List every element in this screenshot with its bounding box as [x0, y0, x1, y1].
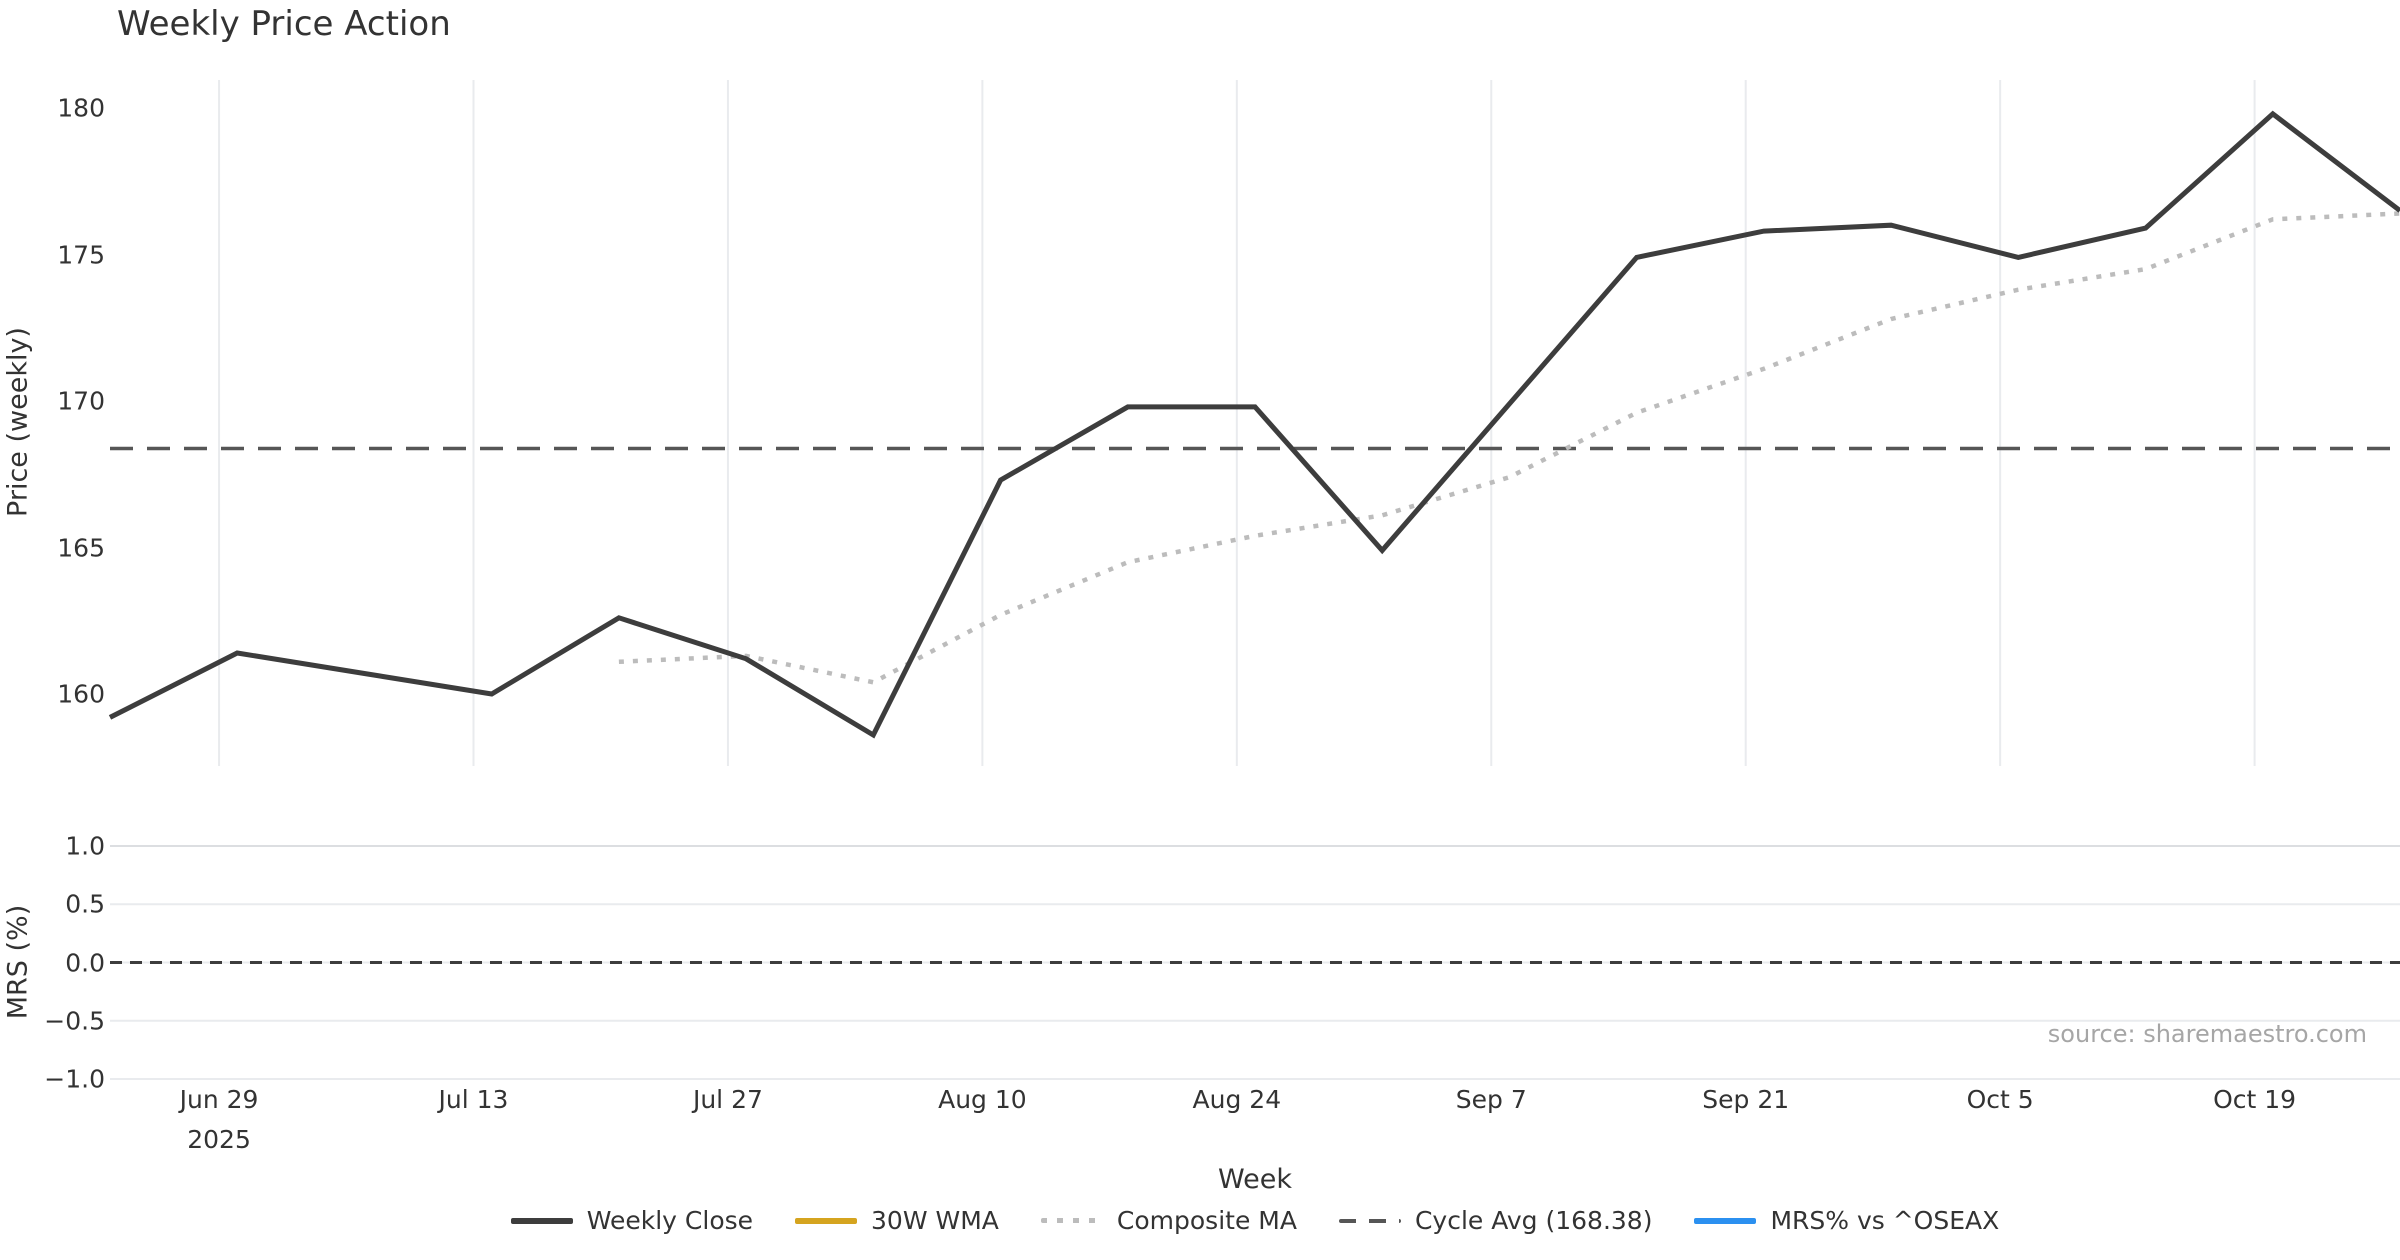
price-tick-label: 180	[57, 93, 105, 123]
page-title: Weekly Price Action	[117, 4, 451, 44]
x-tick-label: Jul 27	[692, 1085, 763, 1114]
composite-ma-swatch-icon	[1040, 1218, 1103, 1223]
legend-item-cycle-avg: Cycle Avg (168.38)	[1338, 1206, 1653, 1235]
legend-label: MRS% vs ^OSEAX	[1770, 1206, 2000, 1235]
source-note: source: sharemaestro.com	[2047, 1020, 2367, 1048]
mrs-tick-label: 0.5	[65, 889, 105, 919]
x-tick-label: Jul 13	[438, 1085, 509, 1114]
legend-item-composite-ma: Composite MA	[1040, 1206, 1297, 1235]
price-tick-label: 160	[57, 679, 105, 709]
mrs-swatch-icon	[1694, 1217, 1757, 1224]
legend-item-30w-wma: 30W WMA	[795, 1206, 999, 1235]
x-tick-label: Aug 24	[1192, 1085, 1282, 1114]
x-tick-label: Sep 7	[1455, 1085, 1527, 1114]
legend: Weekly Close 30W WMA Composite MA Cycle …	[110, 1206, 2400, 1235]
x-axis-label: Week	[1218, 1164, 1292, 1195]
x-tick-label: Oct 5	[1966, 1085, 2034, 1114]
wma-swatch-icon	[795, 1217, 858, 1224]
mrs-tick-label: 1.0	[65, 831, 105, 861]
legend-label: 30W WMA	[871, 1206, 999, 1235]
weekly-close-line	[108, 110, 2400, 739]
x-tick-label: Sep 21	[1702, 1085, 1790, 1114]
weekly-close-swatch-icon	[510, 1217, 573, 1224]
price-tick-label: 165	[57, 533, 105, 562]
legend-label: Composite MA	[1116, 1206, 1297, 1235]
x-tick-label: Aug 10	[938, 1085, 1027, 1114]
price-axis-label: Price (weekly)	[2, 327, 34, 517]
legend-item-weekly-close: Weekly Close	[510, 1206, 754, 1235]
legend-label: Cycle Avg (168.38)	[1414, 1206, 1653, 1235]
price-tick-label: 170	[57, 386, 105, 416]
x-tick-year-label: 2025	[187, 1125, 251, 1154]
cycle-avg-swatch-icon	[1338, 1218, 1401, 1223]
x-tick-label: Jun 29 2025	[180, 1080, 259, 1160]
mrs-tick-label: −0.5	[44, 1006, 105, 1036]
mrs-tick-label: −1.0	[44, 1064, 105, 1094]
mrs-tick-label: 0.0	[65, 948, 105, 977]
composite-ma-line	[618, 211, 2400, 685]
legend-item-mrs: MRS% vs ^OSEAX	[1694, 1206, 1999, 1235]
price-tick-label: 175	[57, 240, 105, 269]
legend-label: Weekly Close	[586, 1206, 754, 1235]
x-tick-label: Oct 19	[2213, 1085, 2297, 1114]
